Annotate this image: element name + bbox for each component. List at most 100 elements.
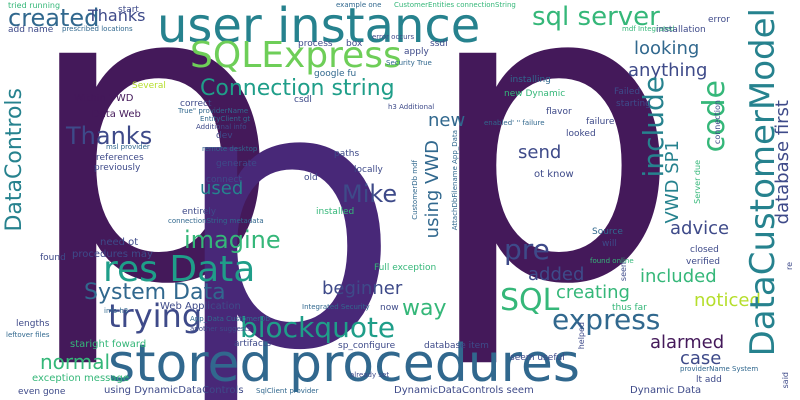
word-case: case bbox=[680, 348, 722, 369]
word-previously: previously bbox=[94, 163, 141, 173]
word-installation: installation bbox=[656, 25, 706, 35]
word-stored-procedures: stored procedures bbox=[108, 334, 580, 394]
word-used: used bbox=[200, 178, 244, 199]
word-mike: Mike bbox=[342, 180, 398, 208]
word-blockquote: blockquote bbox=[240, 311, 396, 344]
word-flavor: flavor bbox=[546, 107, 572, 117]
word-using-vwd: using VWD bbox=[422, 140, 443, 239]
word-already-set: already set bbox=[350, 371, 390, 379]
word-box: box bbox=[346, 39, 363, 49]
word-pre: pre bbox=[504, 233, 550, 266]
word-old: old bbox=[304, 173, 318, 183]
word-generate: generate bbox=[216, 159, 257, 169]
word-providername-system: providerName System bbox=[680, 365, 759, 373]
word-seen: seen bbox=[619, 262, 628, 282]
word-sql-server: sql server bbox=[532, 2, 660, 32]
word-failed: Failed bbox=[614, 87, 641, 97]
word-datacontrols: DataControls bbox=[2, 88, 27, 232]
word-entirely: entirely bbox=[182, 207, 217, 217]
word-server-due: Server due bbox=[693, 160, 702, 204]
word-database-first: database first bbox=[772, 100, 793, 225]
word-lt-add: lt add bbox=[696, 375, 722, 385]
word-installing: installing bbox=[510, 75, 551, 85]
word-mdf-integrated: mdf Integrated bbox=[622, 25, 675, 33]
word-helped: helped bbox=[577, 322, 586, 350]
word-references: references bbox=[96, 153, 144, 163]
word-imagine: imagine bbox=[184, 226, 281, 254]
word-locally: locally bbox=[354, 165, 383, 175]
word-advice: advice bbox=[670, 218, 730, 239]
word-add-name: add name bbox=[8, 25, 54, 35]
word-integrated-security: Integrated Security bbox=[302, 303, 370, 311]
word-remote-desktop: remote desktop bbox=[202, 145, 258, 153]
word-sqlexpress: SQLExpress bbox=[190, 35, 402, 76]
word-another-suggests: another suggests bbox=[190, 325, 251, 333]
word-google-fu: google fu bbox=[314, 69, 357, 79]
word-customerentities-connectionstring: CustomerEntities connectionString bbox=[394, 1, 516, 9]
word-verified: verified bbox=[686, 257, 720, 267]
word-using-dynamicdatacontrols: using DynamicDataControls bbox=[104, 385, 244, 396]
word-re: re bbox=[785, 262, 794, 271]
word-starting: starting bbox=[616, 99, 651, 109]
word-send: send bbox=[518, 142, 562, 163]
word-looked: looked bbox=[566, 129, 596, 139]
word-now: now bbox=[380, 303, 399, 313]
word-within-vwd: Within VWD bbox=[74, 93, 134, 104]
word-example-one: example one bbox=[336, 1, 382, 9]
word-anything: anything bbox=[628, 60, 708, 81]
word-connection-string: Connection string bbox=[200, 76, 395, 101]
word-lengths: lengths bbox=[16, 319, 50, 329]
word-entityclient-gt: EntityClient gt bbox=[200, 115, 251, 123]
word-sqlclient-provider: SqlClient provider bbox=[256, 387, 319, 395]
word-failure: failure bbox=[586, 117, 615, 127]
word-alarmed: alarmed bbox=[650, 332, 725, 353]
word-connection: connection bbox=[713, 100, 722, 145]
word-prescribed-locations: prescribed locations bbox=[62, 25, 133, 33]
word-dev: dev bbox=[216, 131, 233, 141]
word-error: error bbox=[708, 15, 730, 25]
word-creating: creating bbox=[556, 282, 630, 303]
word-sp-configure: sp_configure bbox=[338, 341, 396, 351]
word-installed: installed bbox=[316, 207, 355, 217]
word-even-gone: even gone bbox=[18, 387, 66, 397]
word-correct: correct bbox=[180, 99, 212, 109]
word-several: Several bbox=[132, 81, 166, 91]
word-ot-know: ot know bbox=[534, 169, 574, 180]
word-thanks: Thanks bbox=[66, 122, 153, 150]
word-true-providername: True" providerName bbox=[178, 107, 249, 115]
word-res-data: res Data bbox=[103, 249, 256, 290]
word-dynamicdatacontrols-seem: DynamicDataControls seem bbox=[394, 385, 534, 396]
word-csdl: csdl bbox=[294, 95, 312, 105]
word-connect: connect bbox=[206, 175, 242, 185]
word-info-h3: info h3 bbox=[104, 307, 129, 315]
word-found: found bbox=[40, 253, 66, 263]
word-error-occurs: error occurs bbox=[372, 33, 415, 41]
word-attachdbfilename-app-data: AttachDbFilename App_Data bbox=[451, 130, 459, 231]
word-apply: apply bbox=[404, 47, 429, 57]
word-noticed: noticed bbox=[694, 290, 761, 311]
word-full-exception: Full exception bbox=[374, 263, 437, 273]
word-additional-info: Additional info bbox=[196, 123, 247, 131]
word-start: start bbox=[118, 5, 139, 15]
word-express: express bbox=[552, 303, 661, 336]
word-process: process bbox=[298, 39, 333, 49]
word-said: said bbox=[781, 372, 790, 389]
word-exception-message: exception message bbox=[32, 373, 129, 384]
word-thus-far: thus far bbox=[612, 303, 647, 313]
word-customerdb-mdf: CustomerDb mdf bbox=[411, 160, 419, 220]
word-user-instance: user instance bbox=[157, 0, 481, 54]
word-looking: looking bbox=[634, 38, 700, 59]
word-seem-useful: seem useful bbox=[510, 353, 565, 363]
word-new-dynamic: new Dynamic bbox=[504, 89, 566, 99]
word-sql: SQL bbox=[500, 283, 560, 318]
word-new: new bbox=[428, 110, 466, 131]
word-msl-provider: msl provider bbox=[106, 143, 150, 151]
word-paths: paths bbox=[334, 149, 360, 159]
word-database-item: database item bbox=[424, 341, 489, 351]
word-artifacts: artifacts bbox=[234, 339, 272, 349]
word-enabled-failure: enabled' '' failure bbox=[484, 119, 545, 127]
word-p-left: p bbox=[22, 0, 283, 374]
word-way: way bbox=[402, 296, 447, 321]
word-beginner: beginner bbox=[322, 278, 403, 299]
